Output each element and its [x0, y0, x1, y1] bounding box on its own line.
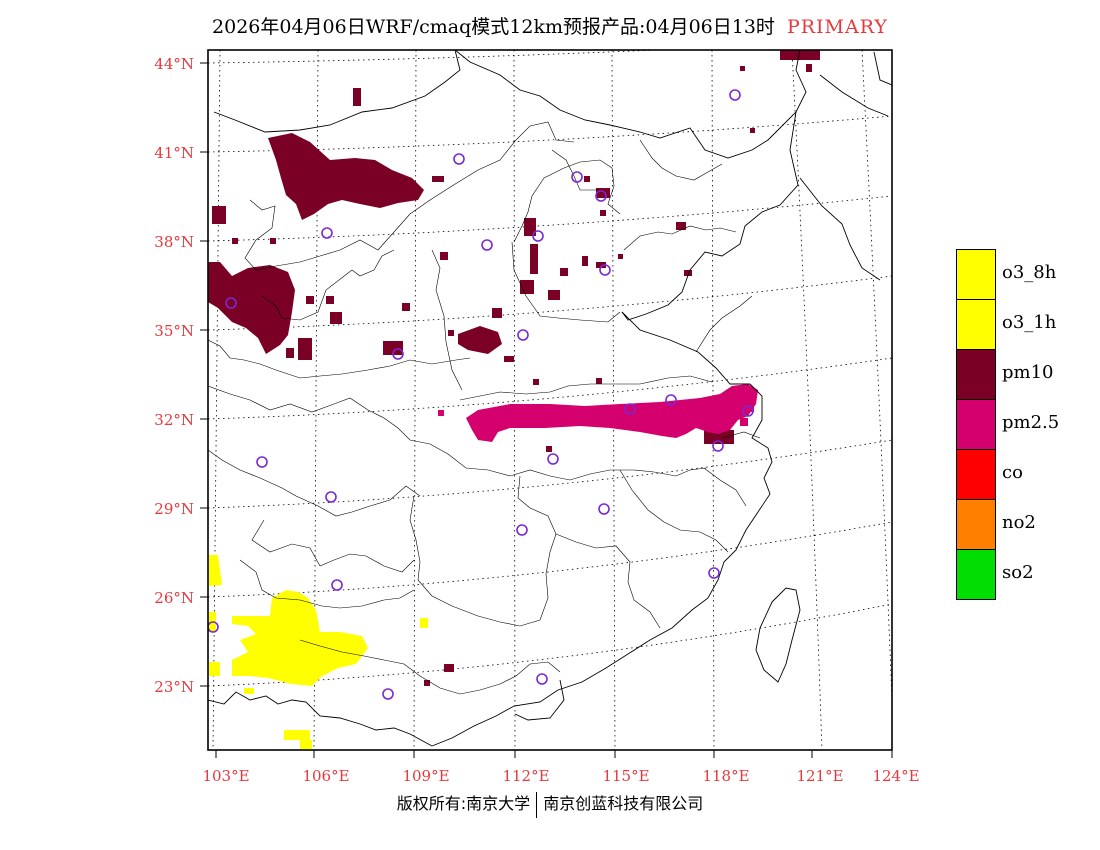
lon-label: 106°E: [302, 767, 349, 785]
lat-label: 29°N: [154, 500, 194, 518]
lat-label: 32°N: [154, 411, 194, 429]
lat-labels: 44°N 41°N 38°N 35°N 32°N 29°N 26°N 23°N: [154, 55, 194, 696]
lon-label: 103°E: [202, 767, 249, 785]
boundaries: [208, 50, 892, 747]
copyright-left: 版权所有:南京大学: [396, 794, 531, 813]
lat-label: 38°N: [154, 233, 194, 251]
lon-ticks: [215, 750, 893, 758]
footer-divider: [536, 791, 538, 818]
map-title: 2026年04月06日WRF/cmaq模式12km预报产品:04月06日13时 P…: [0, 12, 1100, 39]
pm10-areas: [208, 50, 820, 686]
lon-label: 118°E: [702, 767, 749, 785]
legend-label: so2: [1002, 562, 1034, 583]
lon-label: 115°E: [602, 767, 649, 785]
lon-label: 121°E: [796, 767, 843, 785]
lon-label: 124°E: [872, 767, 919, 785]
legend-label: no2: [1002, 512, 1036, 533]
copyright-right: 南京创蓝科技有限公司: [543, 794, 704, 813]
legend-swatch: [956, 249, 996, 300]
title-text: 2026年04月06日WRF/cmaq模式12km预报产品:04月06日13时: [212, 16, 775, 38]
lat-label: 23°N: [154, 678, 194, 696]
legend-label: co: [1002, 462, 1023, 483]
legend-swatch: [956, 549, 996, 600]
lat-ticks: [200, 62, 208, 687]
lat-label: 44°N: [154, 55, 194, 73]
map-frame: [207, 49, 893, 751]
lat-label: 41°N: [154, 144, 194, 162]
o3-areas: [208, 555, 428, 750]
pm25-areas: [438, 384, 758, 442]
lat-label: 35°N: [154, 322, 194, 340]
title-mode: PRIMARY: [786, 16, 888, 38]
lon-labels: 103°E 106°E 109°E 112°E 115°E 118°E 121°…: [202, 767, 919, 785]
legend-label: o3_8h: [1002, 262, 1057, 283]
legend-swatch: [956, 349, 996, 400]
copyright-footer: 版权所有:南京大学 南京创蓝科技有限公司: [0, 790, 1100, 818]
legend-label: pm10: [1002, 362, 1054, 383]
legend-swatch: [956, 449, 996, 500]
legend-swatch: [956, 299, 996, 350]
lon-label: 109°E: [402, 767, 449, 785]
lat-label: 26°N: [154, 589, 194, 607]
legend-label: o3_1h: [1002, 312, 1057, 333]
lon-label: 112°E: [502, 767, 549, 785]
legend-swatch: [956, 499, 996, 550]
province-lines: [208, 121, 761, 695]
legend-swatch: [956, 399, 996, 450]
legend-label: pm2.5: [1002, 412, 1060, 433]
stations: [208, 89, 754, 700]
